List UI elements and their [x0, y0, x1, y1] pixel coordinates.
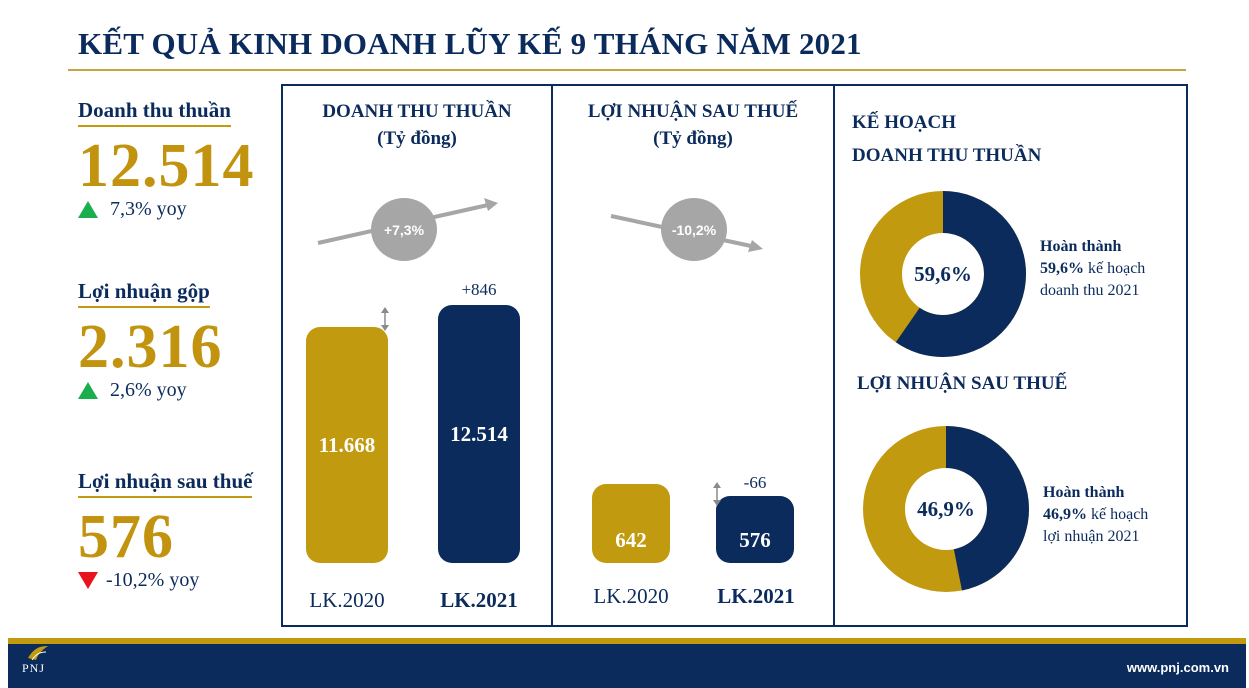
revenue-chart-title: DOANH THU THUẦN (Tỷ đồng) [281, 98, 553, 152]
revenue-plan-text: Hoàn thành 59,6% kế hoạch doanh thu 2021 [1040, 236, 1145, 302]
down-arrow-icon [78, 572, 98, 589]
kpi-revenue-label: Doanh thu thuần [78, 98, 231, 127]
profit-delta: -66 [743, 473, 767, 492]
revenue-plan-donut-svg [860, 191, 1026, 357]
profit-plan-percent: 46,9% [917, 496, 975, 521]
revenue-xlabel-2020: LK.2020 [309, 588, 385, 612]
revenue-plan-pct: 59,6% [1040, 260, 1084, 277]
profit-plan-text: Hoàn thành 46,9% kế hoạch lợi nhuận 2021 [1043, 482, 1148, 548]
profit-chart-title-line2: (Tỷ đồng) [653, 128, 733, 149]
up-arrow-icon [78, 382, 98, 399]
plan-profit-heading: LỢI NHUẬN SAU THUẾ [857, 373, 1068, 394]
profit-bar-2021: 576 [716, 496, 794, 563]
profit-bar-2020-value: 642 [615, 528, 647, 552]
profit-chart-title: LỢI NHUẬN SAU THUẾ (Tỷ đồng) [551, 98, 835, 152]
revenue-xlabel-2021: LK.2021 [440, 588, 518, 612]
profit-plan-rest1: kế hoạch [1087, 506, 1149, 523]
profit-xlabel-2020: LK.2020 [593, 584, 669, 608]
pnj-logo-icon [28, 646, 48, 661]
profit-plan-donut-svg [863, 426, 1029, 592]
profit-bar-2020: 642 [592, 484, 670, 563]
revenue-plan-percent: 59,6% [914, 261, 972, 286]
revenue-chart-title-line2: (Tỷ đồng) [377, 128, 457, 149]
revenue-delta: +846 [461, 280, 497, 299]
revenue-bar-2021-value: 12.514 [450, 421, 508, 446]
up-arrow-icon [78, 201, 98, 218]
revenue-plan-completed-arc [860, 191, 1026, 357]
footer-brand: PNJ [22, 661, 46, 675]
kpi-net-profit-yoy-text: -10,2% yoy [106, 569, 200, 591]
gap-arrow-icon [381, 307, 389, 331]
profit-plan-completed-arc [863, 426, 1029, 592]
plan-heading-line1: KẾ HOẠCH [852, 112, 956, 133]
revenue-growth-bubble: +7,3% [371, 198, 437, 261]
kpi-net-profit: Lợi nhuận sau thuế 576 -10,2% yoy [78, 469, 253, 592]
footer-bar [8, 638, 1246, 688]
profit-plan-line2: 46,9% kế hoạch [1043, 504, 1148, 526]
kpi-gross-profit-yoy: 2,6% yoy [78, 379, 223, 402]
kpi-revenue-value: 12.514 [78, 132, 255, 200]
profit-bar-2021-value: 576 [739, 528, 771, 552]
plan-panel [833, 84, 1188, 627]
revenue-plan-line2: 59,6% kế hoạch [1040, 258, 1145, 280]
revenue-bar-2020-value: 11.668 [318, 432, 376, 457]
revenue-plan-rest2: doanh thu 2021 [1040, 282, 1140, 299]
plan-heading-line2: DOANH THU THUẦN [852, 145, 1042, 166]
kpi-revenue-yoy-text: 7,3% yoy [110, 198, 187, 220]
profit-xlabel-2021: LK.2021 [717, 584, 795, 608]
revenue-bar-2020: 11.668 [306, 327, 388, 563]
title-divider [68, 69, 1186, 71]
profit-plan-donut: 46,9% [863, 426, 1029, 592]
profit-chart-title-line1: LỢI NHUẬN SAU THUẾ [587, 101, 799, 122]
kpi-gross-profit-label: Lợi nhuận gộp [78, 279, 210, 308]
kpi-net-profit-yoy: -10,2% yoy [78, 569, 252, 592]
revenue-bar-2021: 12.514 [438, 305, 520, 563]
kpi-gross-profit-value: 2.316 [78, 313, 223, 381]
profit-plan-done: Hoàn thành [1043, 484, 1125, 501]
page-title: KẾT QUẢ KINH DOANH LŨY KẾ 9 THÁNG NĂM 20… [78, 26, 862, 61]
gap-arrow-icon [713, 482, 721, 506]
revenue-chart-title-line1: DOANH THU THUẦN [322, 101, 512, 122]
revenue-plan-done: Hoàn thành [1040, 238, 1122, 255]
kpi-revenue-yoy: 7,3% yoy [78, 198, 255, 221]
kpi-net-profit-value: 576 [78, 503, 174, 571]
profit-growth-bubble: -10,2% [661, 198, 727, 261]
profit-plan-rest2: lợi nhuận 2021 [1043, 528, 1140, 545]
revenue-plan-donut: 59,6% [860, 191, 1026, 357]
profit-plan-pct: 46,9% [1043, 506, 1087, 523]
kpi-revenue: Doanh thu thuần 12.514 7,3% yoy [78, 98, 255, 221]
kpi-gross-profit-yoy-text: 2,6% yoy [110, 379, 187, 401]
kpi-net-profit-label: Lợi nhuận sau thuế [78, 469, 253, 498]
plan-revenue-heading: KẾ HOẠCH DOANH THU THUẦN [852, 106, 1041, 172]
kpi-gross-profit: Lợi nhuận gộp 2.316 2,6% yoy [78, 279, 223, 402]
footer-url[interactable]: www.pnj.com.vn [1126, 660, 1229, 675]
revenue-plan-rest1: kế hoạch [1084, 260, 1146, 277]
